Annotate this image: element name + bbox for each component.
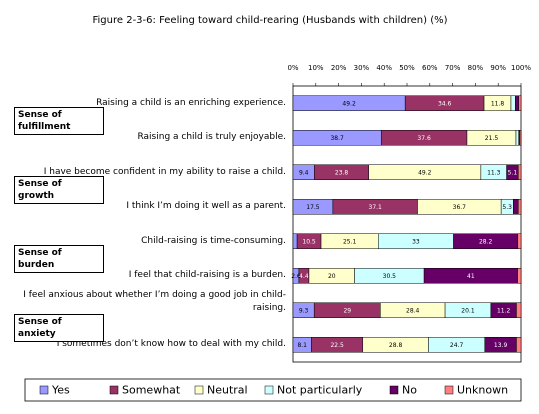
x-tick-label: 40% bbox=[376, 64, 392, 72]
data-label: 28.2 bbox=[479, 238, 493, 245]
bar-labels: 49.2 34.6 11.8 38.7 37.6 21.5 9.4 23.8 49.2 11.3 5… bbox=[291, 100, 517, 349]
bar-segment bbox=[518, 164, 522, 180]
data-label: 21.5 bbox=[485, 135, 499, 142]
x-tick-label: 50% bbox=[399, 64, 415, 72]
data-label: 37.1 bbox=[369, 204, 383, 211]
data-label: 5.3 bbox=[502, 204, 512, 211]
legend-label: No bbox=[402, 384, 417, 397]
data-label: 10.5 bbox=[302, 238, 316, 245]
bar-segment bbox=[292, 233, 298, 249]
data-label: 11.2 bbox=[497, 307, 511, 314]
data-label: 29 bbox=[343, 307, 351, 314]
x-tick-label: 70% bbox=[445, 64, 461, 72]
data-label: 49.2 bbox=[342, 100, 356, 107]
bar-segment bbox=[512, 199, 519, 215]
category-label: I have become confident in my ability to… bbox=[43, 166, 286, 177]
x-tick-label: 80% bbox=[468, 64, 484, 72]
legend-label: Neutral bbox=[207, 384, 248, 397]
legend-swatch bbox=[39, 385, 49, 395]
x-tick-label: 30% bbox=[354, 64, 370, 72]
legend-swatch bbox=[109, 385, 119, 395]
data-label: 9.3 bbox=[299, 307, 309, 314]
data-label: 28.4 bbox=[406, 307, 420, 314]
bar-segment bbox=[517, 268, 522, 284]
x-tick-label: 100% bbox=[511, 64, 531, 72]
bars bbox=[292, 95, 522, 353]
legend-swatch bbox=[194, 385, 204, 395]
data-label: 11.3 bbox=[487, 169, 501, 176]
data-label: 17.5 bbox=[306, 204, 320, 211]
data-label: 24.7 bbox=[450, 342, 464, 349]
bar-segment bbox=[515, 130, 519, 146]
x-tick-label: 20% bbox=[331, 64, 347, 72]
data-label: 13.9 bbox=[494, 342, 508, 349]
data-label: 9.4 bbox=[299, 169, 309, 176]
data-label: 4.4 bbox=[299, 273, 309, 280]
legend-swatch bbox=[444, 385, 454, 395]
bar-segment bbox=[518, 95, 522, 111]
bar-segment bbox=[516, 337, 522, 353]
chart-title: Figure 2-3-6: Feeling toward child-reari… bbox=[93, 15, 448, 26]
category-label: I think I’m doing it well as a parent. bbox=[126, 201, 286, 212]
bar-segment bbox=[517, 233, 522, 249]
category-label: I feel that child-raising is a burden. bbox=[128, 270, 286, 281]
x-tick-label: 0% bbox=[287, 64, 298, 72]
group-label: Sense of anxiety bbox=[14, 313, 104, 342]
x-tick-label: 60% bbox=[422, 64, 438, 72]
data-label: 8.1 bbox=[297, 342, 307, 349]
data-label: 28.8 bbox=[389, 342, 403, 349]
data-label: 20 bbox=[328, 273, 336, 280]
category-label: I feel anxious about whether I’m doing a… bbox=[23, 290, 286, 313]
category-label: Raising a child is an enriching experien… bbox=[96, 97, 286, 108]
data-label: 2.6 bbox=[291, 273, 301, 280]
group-label: Sense of fulfillment bbox=[14, 106, 104, 135]
group-label: Sense of burden bbox=[14, 244, 104, 273]
data-label: 33 bbox=[412, 238, 420, 245]
legend-label: Somewhat bbox=[122, 384, 181, 397]
legend-label: Unknown bbox=[457, 384, 508, 397]
data-label: 11.8 bbox=[491, 100, 505, 107]
legend-swatch bbox=[264, 385, 274, 395]
x-tick-label: 90% bbox=[490, 64, 506, 72]
legend-label: Not particularly bbox=[277, 384, 363, 397]
data-label: 5.1 bbox=[508, 169, 518, 176]
data-label: 41 bbox=[467, 273, 475, 280]
group-label: Sense of growth bbox=[14, 175, 104, 204]
bar-segment bbox=[518, 199, 522, 215]
bar-segment bbox=[519, 130, 522, 146]
data-label: 34.6 bbox=[438, 100, 452, 107]
data-label: 22.5 bbox=[330, 342, 344, 349]
bar-segment bbox=[515, 95, 519, 111]
category-label: I sometimes don’t know how to deal with … bbox=[56, 339, 286, 350]
data-label: 37.6 bbox=[417, 135, 431, 142]
data-label: 38.7 bbox=[330, 135, 344, 142]
legend-swatch bbox=[389, 385, 399, 395]
data-label: 25.1 bbox=[343, 238, 357, 245]
data-label: 30.5 bbox=[383, 273, 397, 280]
category-label: Raising a child is truly enjoyable. bbox=[137, 132, 286, 143]
x-tick-label: 10% bbox=[308, 64, 324, 72]
data-label: 23.8 bbox=[335, 169, 349, 176]
data-label: 20.1 bbox=[461, 307, 475, 314]
plot-border bbox=[292, 85, 522, 363]
bar-segment bbox=[516, 302, 522, 318]
data-label: 49.2 bbox=[418, 169, 432, 176]
data-label: 36.7 bbox=[453, 204, 467, 211]
bar-segment bbox=[510, 95, 516, 111]
legend-label: Yes bbox=[51, 384, 70, 397]
category-label: Child-raising is time-consuming. bbox=[141, 235, 286, 246]
